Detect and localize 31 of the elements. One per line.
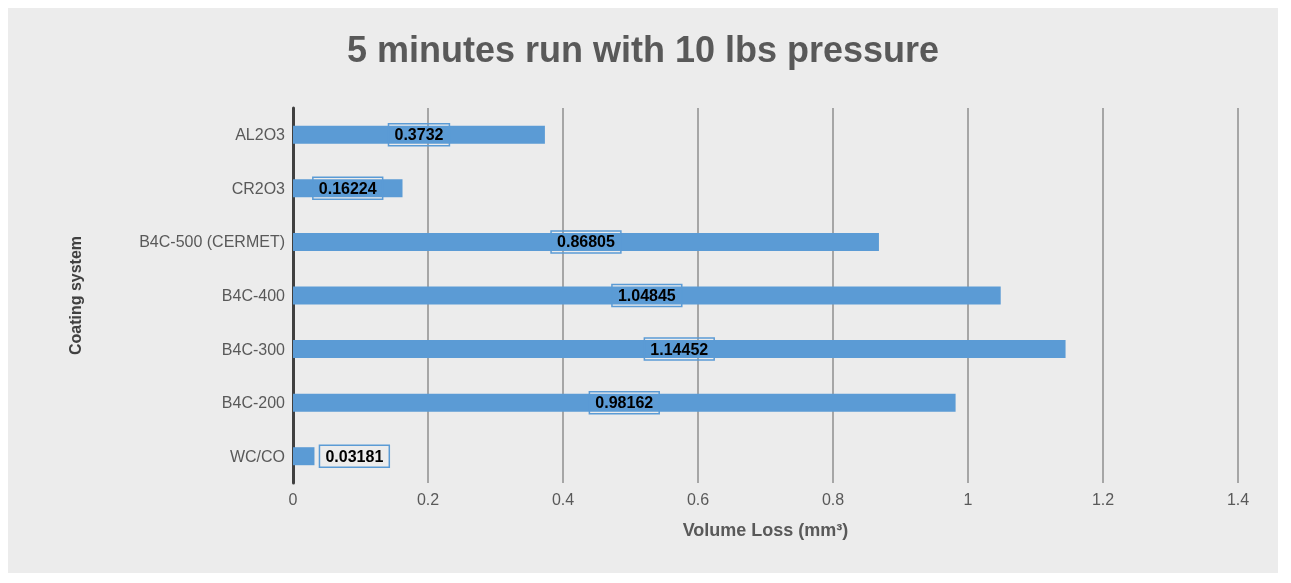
data-label: 0.3732	[394, 126, 444, 144]
y-tick-label: CR2O3	[231, 179, 286, 197]
y-tick-label: B4C-500 (CERMET)	[139, 233, 285, 251]
data-label: 0.86805	[557, 233, 615, 251]
x-tick-label: 0.6	[686, 490, 710, 508]
data-label: 0.98162	[595, 394, 654, 412]
x-tick-label: 1.2	[1091, 490, 1115, 508]
y-tick-label: B4C-400	[221, 287, 286, 304]
chart-title: 5 minutes run with 10 lbs pressure	[346, 28, 940, 70]
bar	[293, 340, 1066, 359]
x-tick-label: 0.2	[416, 490, 440, 508]
x-tick-label: 1.4	[1226, 490, 1250, 508]
bar	[293, 447, 315, 466]
bar	[293, 232, 879, 251]
x-tick-label: 1	[963, 490, 973, 508]
bar	[293, 125, 545, 144]
data-label: 1.14452	[650, 340, 709, 358]
y-tick-label: B4C-200	[221, 394, 286, 412]
y-tick-label: AL2O3	[235, 126, 286, 144]
x-tick-label: 0.4	[551, 490, 575, 508]
bar	[293, 286, 1001, 305]
data-label: 0.03181	[325, 447, 384, 465]
data-label: 0.16224	[318, 179, 377, 197]
x-tick-label: 0	[288, 490, 298, 508]
data-label: 1.04845	[617, 287, 676, 304]
x-axis-title: Volume Loss (mm³)	[682, 520, 849, 540]
bar	[293, 393, 956, 412]
y-tick-label: WC/CO	[229, 447, 285, 465]
x-tick-label: 0.8	[821, 490, 845, 508]
y-axis-title: Coating system	[66, 235, 84, 356]
y-tick-label: B4C-300	[221, 340, 286, 358]
